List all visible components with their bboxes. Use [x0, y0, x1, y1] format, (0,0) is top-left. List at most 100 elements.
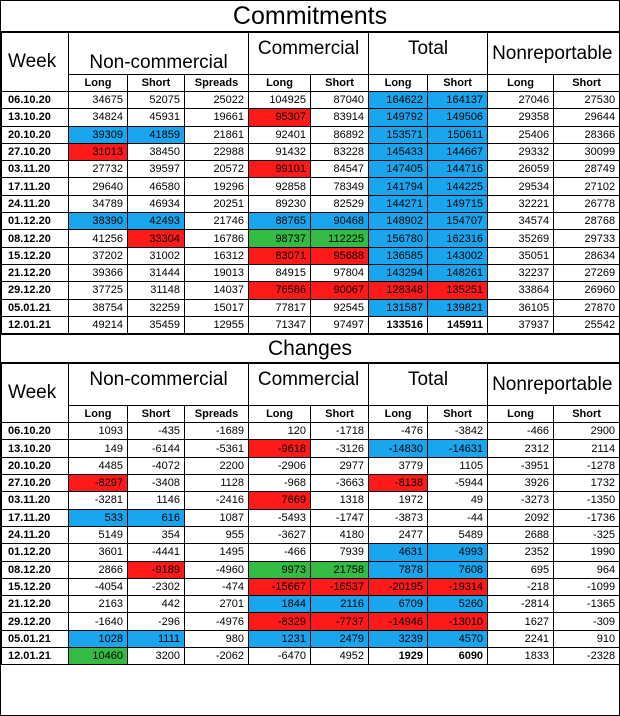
- value-cell: 27046: [487, 90, 555, 110]
- value-cell: 37202: [68, 246, 128, 265]
- value-cell: 83914: [310, 108, 370, 127]
- col-header: Short: [553, 74, 620, 92]
- value-cell: 144225: [427, 177, 489, 196]
- value-cell: 1111: [127, 629, 185, 649]
- week-header: Week: [1, 363, 69, 424]
- table-row: 15.12.20 -4054 -2302 -474 -15667 -16537 -20195…: [1, 577, 620, 597]
- value-cell: 5489: [427, 525, 489, 545]
- table-row: 24.11.20 34789 46934 20251 89230 82529 144271 1…: [1, 194, 620, 214]
- value-cell: 78349: [310, 177, 370, 196]
- commitments-body: 06.10.20 34675 52075 25022 104925 87040 164622…: [1, 90, 620, 335]
- week-cell: 13.10.20: [1, 439, 69, 458]
- value-cell: 5149: [68, 525, 128, 545]
- value-cell: 133516: [368, 315, 429, 335]
- value-cell: -7737: [310, 612, 370, 631]
- value-cell: 98737: [248, 229, 312, 248]
- week-cell: 12.01.21: [1, 315, 69, 335]
- value-cell: 88765: [248, 212, 312, 231]
- commitments-table: Week Non-commercial Commercial Total Non…: [1, 32, 620, 335]
- value-cell: 1146: [127, 491, 185, 510]
- week-cell: 03.11.20: [1, 491, 69, 510]
- week-cell: 29.12.20: [1, 612, 69, 631]
- week-cell: 20.10.20: [1, 125, 69, 144]
- value-cell: 150611: [427, 125, 489, 144]
- value-cell: 31444: [127, 263, 185, 283]
- value-cell: 2116: [310, 595, 370, 614]
- value-cell: 19661: [183, 108, 250, 127]
- value-cell: 26778: [553, 194, 620, 214]
- value-cell: 3601: [68, 543, 128, 562]
- value-cell: 10460: [68, 647, 128, 666]
- week-cell: 01.12.20: [1, 543, 69, 562]
- value-cell: 910: [553, 629, 620, 649]
- commitments-title: Commitments: [1, 1, 619, 32]
- value-cell: -1365: [553, 595, 620, 614]
- value-cell: 1495: [183, 543, 250, 562]
- commercial-header: Commercial: [248, 363, 370, 407]
- value-cell: 147405: [368, 160, 429, 179]
- value-cell: 6090: [427, 647, 489, 666]
- value-cell: 20251: [183, 194, 250, 214]
- week-cell: 06.10.20: [1, 90, 69, 110]
- value-cell: 2092: [487, 508, 555, 527]
- value-cell: 156780: [368, 229, 429, 248]
- week-cell: 17.11.20: [1, 177, 69, 196]
- value-cell: 149: [68, 439, 128, 458]
- col-header: Short: [553, 405, 620, 424]
- value-cell: 148902: [368, 212, 429, 231]
- value-cell: 1732: [553, 474, 620, 493]
- value-cell: 41859: [127, 125, 185, 144]
- value-cell: 32221: [487, 194, 555, 214]
- value-cell: 1972: [368, 491, 429, 510]
- changes-table: Week Non-commercial Commercial Total Non…: [1, 363, 620, 666]
- total-header: Total: [368, 363, 489, 407]
- value-cell: -466: [248, 543, 312, 562]
- col-header: Short: [310, 405, 370, 424]
- col-header: Long: [487, 74, 555, 92]
- value-cell: 4952: [310, 647, 370, 666]
- value-cell: 1833: [487, 647, 555, 666]
- value-cell: 34824: [68, 108, 128, 127]
- value-cell: 29332: [487, 142, 555, 162]
- col-header: Short: [427, 405, 489, 424]
- week-cell: 08.12.20: [1, 229, 69, 248]
- value-cell: -9189: [127, 560, 185, 579]
- value-cell: 4631: [368, 543, 429, 562]
- value-cell: 2163: [68, 595, 128, 614]
- value-cell: -435: [127, 422, 185, 441]
- value-cell: 25542: [553, 315, 620, 335]
- value-cell: 128348: [368, 281, 429, 300]
- value-cell: -14631: [427, 439, 489, 458]
- value-cell: 149792: [368, 108, 429, 127]
- value-cell: 6709: [368, 595, 429, 614]
- value-cell: 131587: [368, 298, 429, 317]
- commercial-header: Commercial: [248, 32, 370, 75]
- value-cell: 27530: [553, 90, 620, 110]
- value-cell: 95307: [248, 108, 312, 127]
- value-cell: 90067: [310, 281, 370, 300]
- value-cell: 1128: [183, 474, 250, 493]
- value-cell: -3408: [127, 474, 185, 493]
- value-cell: 25406: [487, 125, 555, 144]
- value-cell: 49: [427, 491, 489, 510]
- nonreportable-header: Nonreportable positions: [487, 32, 620, 75]
- value-cell: 38754: [68, 298, 128, 317]
- week-cell: 17.11.20: [1, 508, 69, 527]
- week-cell: 24.11.20: [1, 194, 69, 214]
- col-header: Long: [368, 74, 429, 92]
- value-cell: 90468: [310, 212, 370, 231]
- value-cell: -325: [553, 525, 620, 545]
- value-cell: -3126: [310, 439, 370, 458]
- value-cell: 71347: [248, 315, 312, 335]
- value-cell: -2906: [248, 456, 312, 476]
- value-cell: 28366: [553, 125, 620, 144]
- value-cell: -3842: [427, 422, 489, 441]
- value-cell: 144716: [427, 160, 489, 179]
- value-cell: 45931: [127, 108, 185, 127]
- col-header: Spreads: [183, 405, 250, 424]
- table-row: 12.01.21 49214 35459 12955 71347 97497 133516 1…: [1, 315, 620, 335]
- value-cell: 97497: [310, 315, 370, 335]
- value-cell: 29534: [487, 177, 555, 196]
- table-row: 29.12.20 -1640 -296 -4976 -8329 -7737 -14946 -1…: [1, 612, 620, 631]
- value-cell: 143002: [427, 246, 489, 265]
